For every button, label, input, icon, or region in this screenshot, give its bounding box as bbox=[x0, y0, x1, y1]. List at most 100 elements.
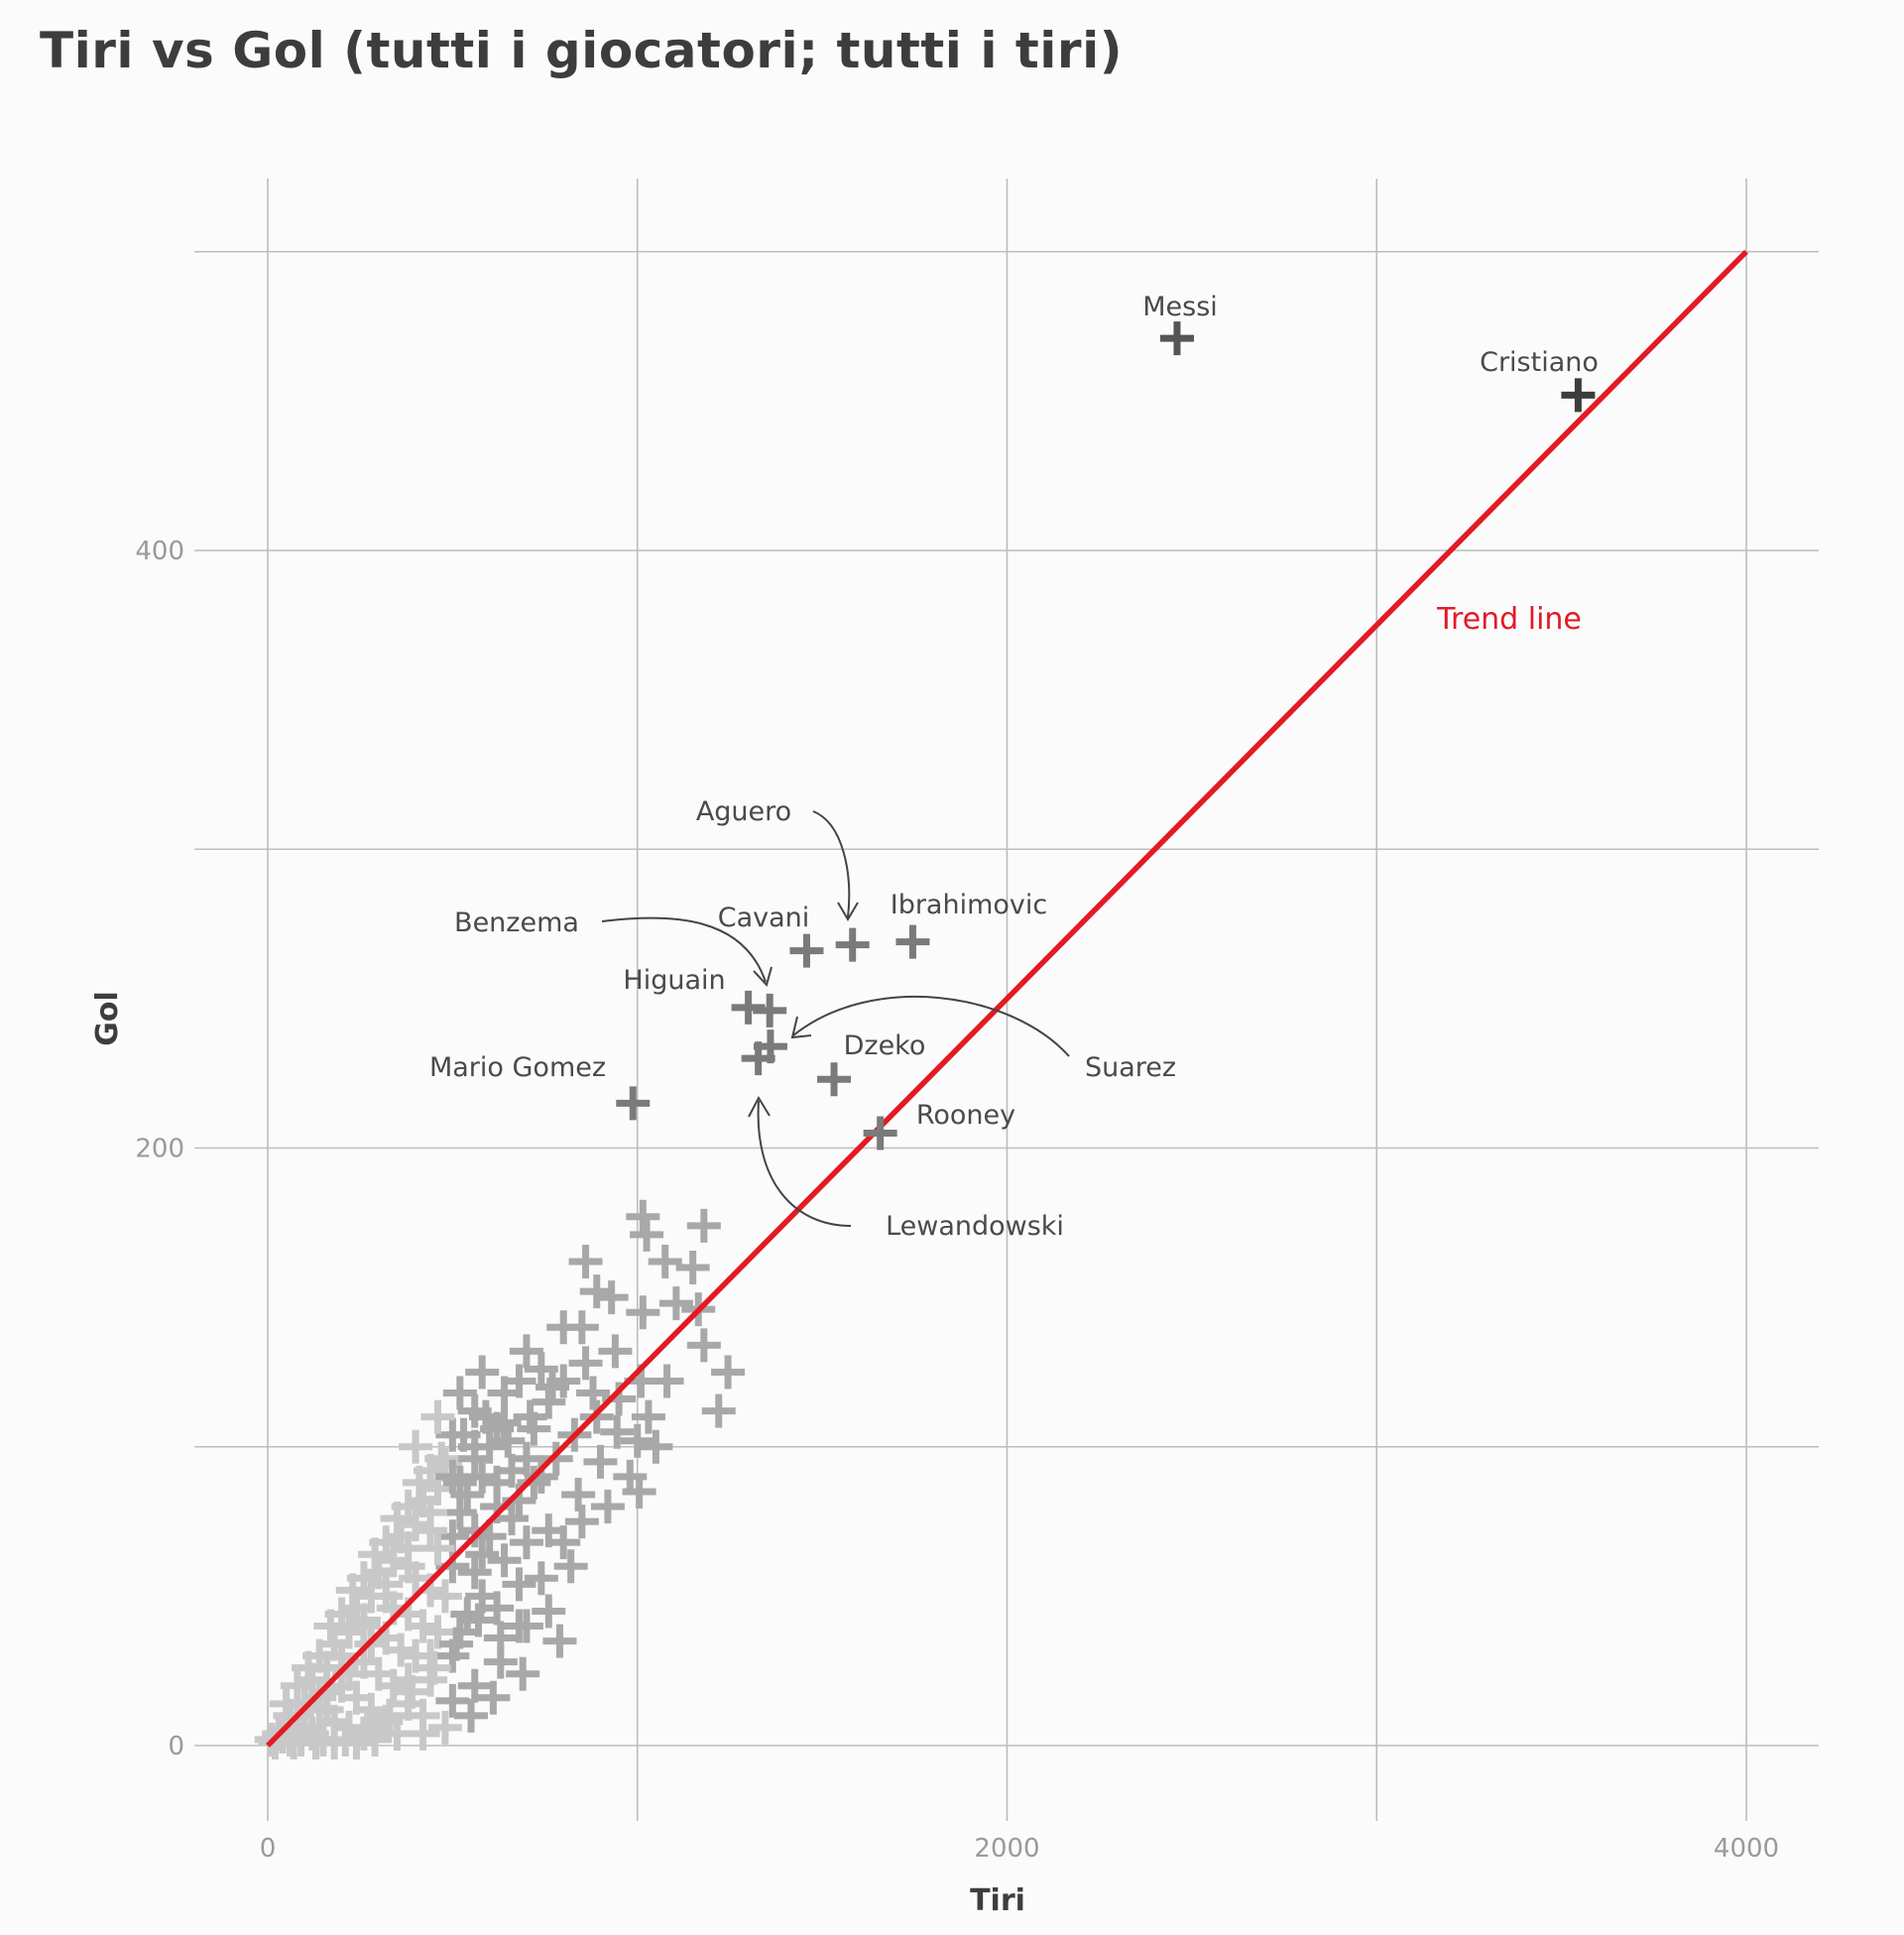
annotation-arrows bbox=[601, 810, 1070, 1227]
data-point bbox=[442, 1376, 477, 1410]
data-point bbox=[313, 1609, 348, 1643]
data-point bbox=[457, 1429, 492, 1464]
data-point bbox=[406, 1609, 440, 1643]
y-tick-label: 400 bbox=[135, 537, 184, 566]
data-point bbox=[442, 1465, 477, 1500]
data-point bbox=[561, 1477, 596, 1512]
data-point bbox=[465, 1537, 500, 1572]
data-point bbox=[346, 1609, 381, 1643]
data-point bbox=[502, 1364, 536, 1398]
y-tick-label: 0 bbox=[168, 1732, 184, 1761]
data-point bbox=[513, 1399, 547, 1434]
label-cavani: Cavani bbox=[718, 903, 810, 933]
label-lewandowski: Lewandowski bbox=[886, 1211, 1064, 1242]
data-point bbox=[568, 1346, 603, 1381]
data-point bbox=[416, 1650, 451, 1685]
data-point bbox=[373, 1698, 408, 1733]
arrow-benzema bbox=[601, 916, 767, 983]
data-point bbox=[502, 1609, 536, 1643]
data-point bbox=[414, 1513, 448, 1548]
axis-ticks: 0 2000 4000 0 200 400 bbox=[135, 537, 1779, 1864]
x-tick-label: 4000 bbox=[1714, 1834, 1779, 1864]
data-point bbox=[579, 1274, 614, 1309]
data-point bbox=[509, 1525, 543, 1560]
data-point bbox=[376, 1668, 411, 1703]
data-point bbox=[598, 1334, 633, 1369]
data-point bbox=[302, 1680, 337, 1715]
data-point bbox=[476, 1680, 511, 1715]
data-point bbox=[553, 1549, 588, 1584]
label-cristiano: Cristiano bbox=[1480, 347, 1599, 378]
data-point bbox=[335, 1573, 370, 1608]
data-point bbox=[538, 1441, 573, 1476]
data-point bbox=[546, 1310, 581, 1345]
point-higuain bbox=[753, 993, 787, 1028]
label-higuain: Higuain bbox=[623, 965, 725, 996]
data-point bbox=[524, 1352, 558, 1387]
data-point bbox=[420, 1531, 455, 1566]
label-benzema: Benzema bbox=[454, 907, 579, 938]
data-point bbox=[648, 1244, 682, 1278]
data-point bbox=[457, 1668, 492, 1703]
data-point bbox=[457, 1513, 492, 1548]
data-point bbox=[399, 1429, 433, 1464]
point-ibrahimovic bbox=[895, 924, 930, 959]
data-point bbox=[480, 1465, 515, 1500]
data-point bbox=[380, 1716, 415, 1751]
point-dzeko bbox=[817, 1062, 852, 1097]
data-point bbox=[568, 1244, 603, 1278]
data-point bbox=[420, 1615, 455, 1649]
arrow-aguero bbox=[812, 810, 851, 918]
data-point bbox=[536, 1370, 570, 1404]
data-point bbox=[457, 1555, 492, 1590]
data-point bbox=[461, 1603, 496, 1637]
label-dzeko: Dzeko bbox=[844, 1030, 926, 1061]
x-tick-label: 2000 bbox=[974, 1834, 1039, 1864]
labeled-points bbox=[616, 321, 1596, 1150]
arrowhead-lewandowski bbox=[748, 1095, 771, 1118]
data-point bbox=[280, 1668, 314, 1703]
data-point bbox=[564, 1505, 599, 1539]
point-aguero bbox=[835, 927, 870, 962]
data-point bbox=[658, 1286, 693, 1321]
data-point bbox=[506, 1656, 540, 1691]
arrowhead-benzema bbox=[753, 966, 773, 987]
data-point bbox=[532, 1594, 566, 1629]
data-point bbox=[675, 1251, 710, 1284]
data-point bbox=[711, 1355, 746, 1390]
label-rooney: Rooney bbox=[916, 1100, 1015, 1131]
point-cavani bbox=[789, 933, 824, 968]
data-point bbox=[626, 1295, 660, 1330]
data-point bbox=[369, 1579, 404, 1614]
x-tick-label: 0 bbox=[260, 1834, 277, 1864]
data-point bbox=[483, 1621, 518, 1655]
data-point bbox=[583, 1444, 618, 1479]
point-rooney bbox=[863, 1116, 897, 1150]
data-point bbox=[576, 1376, 611, 1410]
label-mario-gomez: Mario Gomez bbox=[429, 1052, 606, 1083]
point-labels: Messi Cristiano Aguero Cavani Ibrahimovi… bbox=[429, 292, 1599, 1242]
data-point bbox=[639, 1429, 673, 1464]
y-tick-label: 200 bbox=[135, 1135, 184, 1164]
trend-line-label: Trend line bbox=[1436, 602, 1582, 637]
data-point bbox=[358, 1537, 393, 1572]
data-point bbox=[517, 1465, 551, 1500]
data-point bbox=[480, 1411, 515, 1446]
data-point bbox=[542, 1624, 577, 1658]
x-axis-title: Tiri bbox=[970, 1883, 1025, 1918]
data-point bbox=[395, 1674, 429, 1709]
arrowhead-aguero bbox=[837, 902, 859, 921]
label-ibrahimovic: Ibrahimovic bbox=[891, 890, 1048, 920]
data-point bbox=[435, 1459, 470, 1494]
data-point bbox=[380, 1502, 415, 1536]
trend-line bbox=[266, 249, 1748, 1748]
bulk-points bbox=[254, 1199, 746, 1759]
chart-title: Tiri vs Gol (tutti i giocatori; tutti i … bbox=[40, 22, 1124, 79]
data-point bbox=[630, 1217, 664, 1252]
label-aguero: Aguero bbox=[696, 796, 791, 827]
label-messi: Messi bbox=[1142, 292, 1218, 322]
data-point bbox=[427, 1710, 462, 1745]
data-point bbox=[420, 1399, 455, 1434]
data-point bbox=[524, 1561, 558, 1596]
